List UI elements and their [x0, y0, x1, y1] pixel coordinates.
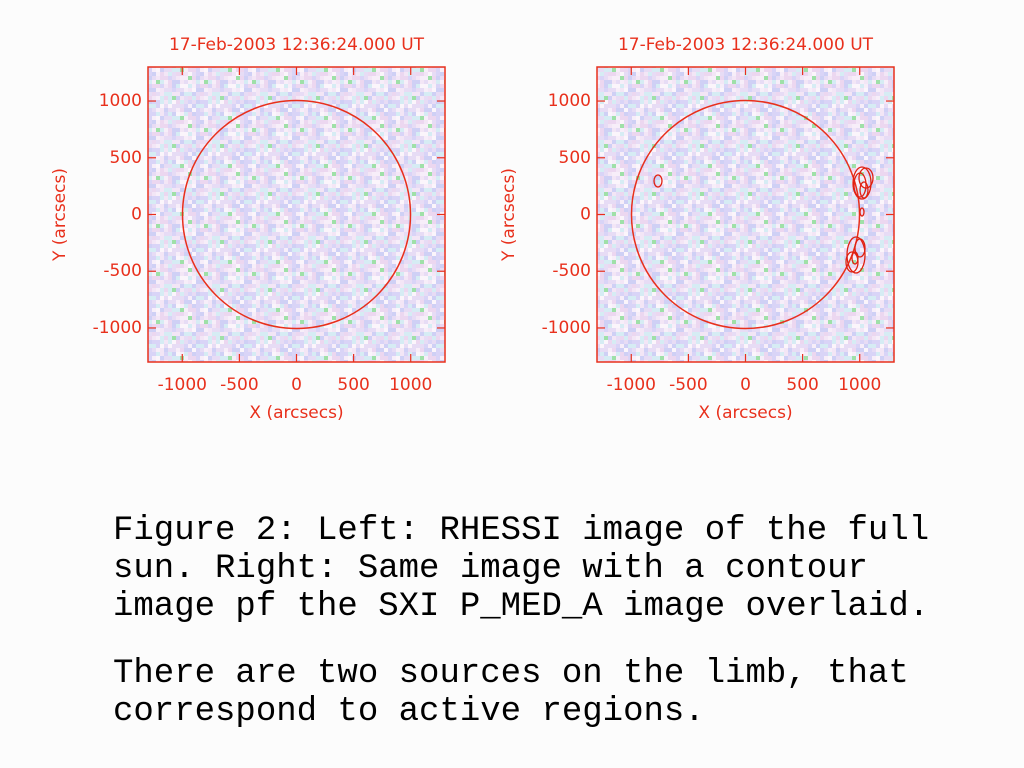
- x-tick-label: 1000: [838, 375, 881, 395]
- contour: [859, 181, 869, 199]
- contour: [858, 167, 874, 189]
- y-tick-label: 1000: [548, 91, 591, 111]
- image: [148, 67, 445, 362]
- solar-limb: [630, 99, 861, 330]
- contour: [851, 251, 859, 265]
- x-tick-label: 500: [786, 375, 818, 395]
- x-tick-label: 1000: [389, 375, 432, 395]
- caption: Figure 2: Left: RHESSI image of the full…: [113, 512, 929, 731]
- y-axis-label: Y (arcsecs): [499, 168, 519, 262]
- x-tick-label: 0: [740, 375, 751, 395]
- sxi-contours: [653, 166, 874, 274]
- y-tick-label: 1000: [99, 91, 142, 111]
- y-tick-label: -1000: [542, 318, 591, 338]
- caption-line: image pf the SXI P_MED_A image overlaid.: [113, 588, 929, 626]
- panel: 17-Feb-2003 12:36:24.000 UT X (arcsecs) Y …: [50, 35, 446, 423]
- y-tick-label: -1000: [93, 318, 142, 338]
- x-tick-label: 500: [337, 375, 369, 395]
- x-tick-label: -500: [669, 375, 708, 395]
- x-tick-label: -500: [220, 375, 259, 395]
- caption-line: Figure 2: Left: RHESSI image of the full: [113, 512, 929, 550]
- x-axis-label: X (arcsecs): [698, 403, 792, 423]
- caption-line: correspond to active regions.: [113, 693, 705, 731]
- y-tick-label: -500: [103, 261, 142, 281]
- contour: [859, 207, 865, 217]
- x-tick-label: -1000: [158, 375, 207, 395]
- caption-line: sun. Right: Same image with a contour: [113, 550, 868, 588]
- y-tick-label: 500: [110, 148, 142, 168]
- contour: [845, 251, 859, 273]
- panel-title: 17-Feb-2003 12:36:24.000 UT: [618, 35, 874, 55]
- panel-title: 17-Feb-2003 12:36:24.000 UT: [169, 35, 425, 55]
- y-axis-label: Y (arcsecs): [50, 168, 70, 262]
- x-tick-label: 0: [291, 375, 302, 395]
- y-tick-label: 0: [580, 205, 591, 225]
- image: [597, 67, 894, 362]
- caption-line: There are two sources on the limb, that: [113, 655, 909, 693]
- solar-limb: [181, 99, 412, 330]
- contour: [852, 166, 872, 200]
- x-tick-label: -1000: [607, 375, 656, 395]
- y-tick-label: -500: [552, 261, 591, 281]
- y-tick-label: 500: [559, 148, 591, 168]
- y-tick-label: 0: [131, 205, 142, 225]
- contour: [653, 174, 663, 188]
- x-axis-label: X (arcsecs): [249, 403, 343, 423]
- panel: 17-Feb-2003 12:36:24.000 UT X (arcsecs) Y …: [499, 35, 895, 423]
- contour: [854, 238, 866, 258]
